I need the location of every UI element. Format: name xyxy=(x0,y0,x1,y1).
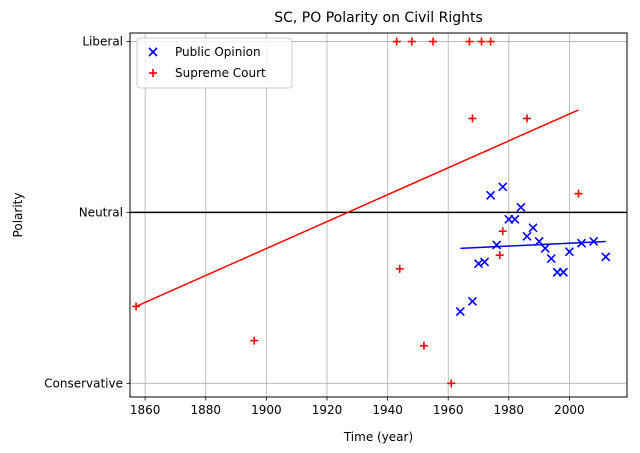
public-opinion-point xyxy=(455,306,465,317)
supreme-court-point xyxy=(522,114,531,123)
public-opinion-point xyxy=(480,257,490,267)
supreme-court-point xyxy=(574,189,583,198)
x-tick-label: 1960 xyxy=(433,403,464,417)
supreme-court-point xyxy=(498,227,507,236)
y-tick-label: Conservative xyxy=(44,376,123,390)
supreme-court-point xyxy=(477,37,486,46)
public-opinion-point xyxy=(528,223,538,233)
chart-title: SC, PO Polarity on Civil Rights xyxy=(274,10,483,26)
x-tick-label: 1980 xyxy=(494,403,525,417)
supreme-court-point xyxy=(395,264,404,273)
public-opinion-point xyxy=(510,214,520,224)
public-opinion-point xyxy=(601,252,611,262)
legend-marker-public-opinion xyxy=(148,47,158,57)
supreme-court-point xyxy=(250,336,259,345)
plot-frame xyxy=(129,32,628,398)
legend-plus-icon xyxy=(149,69,157,77)
y-tick-label: Liberal xyxy=(82,35,123,49)
public-opinion-point xyxy=(522,231,532,241)
legend: Public Opinion Supreme Court xyxy=(136,37,293,89)
supreme-court-point xyxy=(132,302,141,311)
x-axis-label: Time (year) xyxy=(343,430,413,444)
supreme-court-point xyxy=(407,37,416,46)
supreme-court-trend-line xyxy=(135,109,579,308)
supreme-court-point xyxy=(495,251,504,260)
public-opinion-point xyxy=(516,202,526,212)
public-opinion-point xyxy=(564,247,574,257)
supreme-court-point xyxy=(429,37,438,46)
x-tick-label: 1940 xyxy=(372,403,403,417)
y-axis-label: Polarity xyxy=(11,193,25,238)
public-opinion-point xyxy=(576,238,587,248)
legend-label-supreme-court: Supreme Court xyxy=(175,66,266,80)
data-points xyxy=(132,37,611,388)
public-opinion-point xyxy=(498,182,508,192)
fit-lines xyxy=(135,109,606,308)
supreme-court-point xyxy=(465,37,474,46)
supreme-court-point xyxy=(392,37,401,46)
x-tick-label: 1900 xyxy=(251,403,282,417)
public-opinion-point xyxy=(467,296,478,306)
public-opinion-point xyxy=(473,259,484,269)
legend-x-icon xyxy=(148,47,158,57)
public-opinion-point xyxy=(558,267,568,277)
x-tick-label: 2000 xyxy=(554,403,585,417)
supreme-court-point xyxy=(447,379,456,388)
x-tick-label: 1920 xyxy=(312,403,343,417)
public-opinion-point xyxy=(540,243,550,253)
legend-marker-supreme-court xyxy=(149,69,157,77)
legend-label-public-opinion: Public Opinion xyxy=(175,45,261,59)
y-tick-label: Neutral xyxy=(79,205,123,219)
public-opinion-point xyxy=(546,254,556,264)
public-opinion-point xyxy=(589,236,599,247)
public-opinion-point xyxy=(486,190,496,200)
supreme-court-point xyxy=(486,37,495,46)
axis-ticks: 1860 1880 1900 1920 1940 1960 1980 2000 Conserva… xyxy=(44,35,585,417)
supreme-court-point xyxy=(419,341,428,350)
supreme-court-point xyxy=(468,114,477,123)
legend-box xyxy=(136,37,293,89)
public-opinion-point xyxy=(492,240,502,250)
x-tick-label: 1860 xyxy=(130,403,161,417)
x-tick-label: 1880 xyxy=(190,403,221,417)
